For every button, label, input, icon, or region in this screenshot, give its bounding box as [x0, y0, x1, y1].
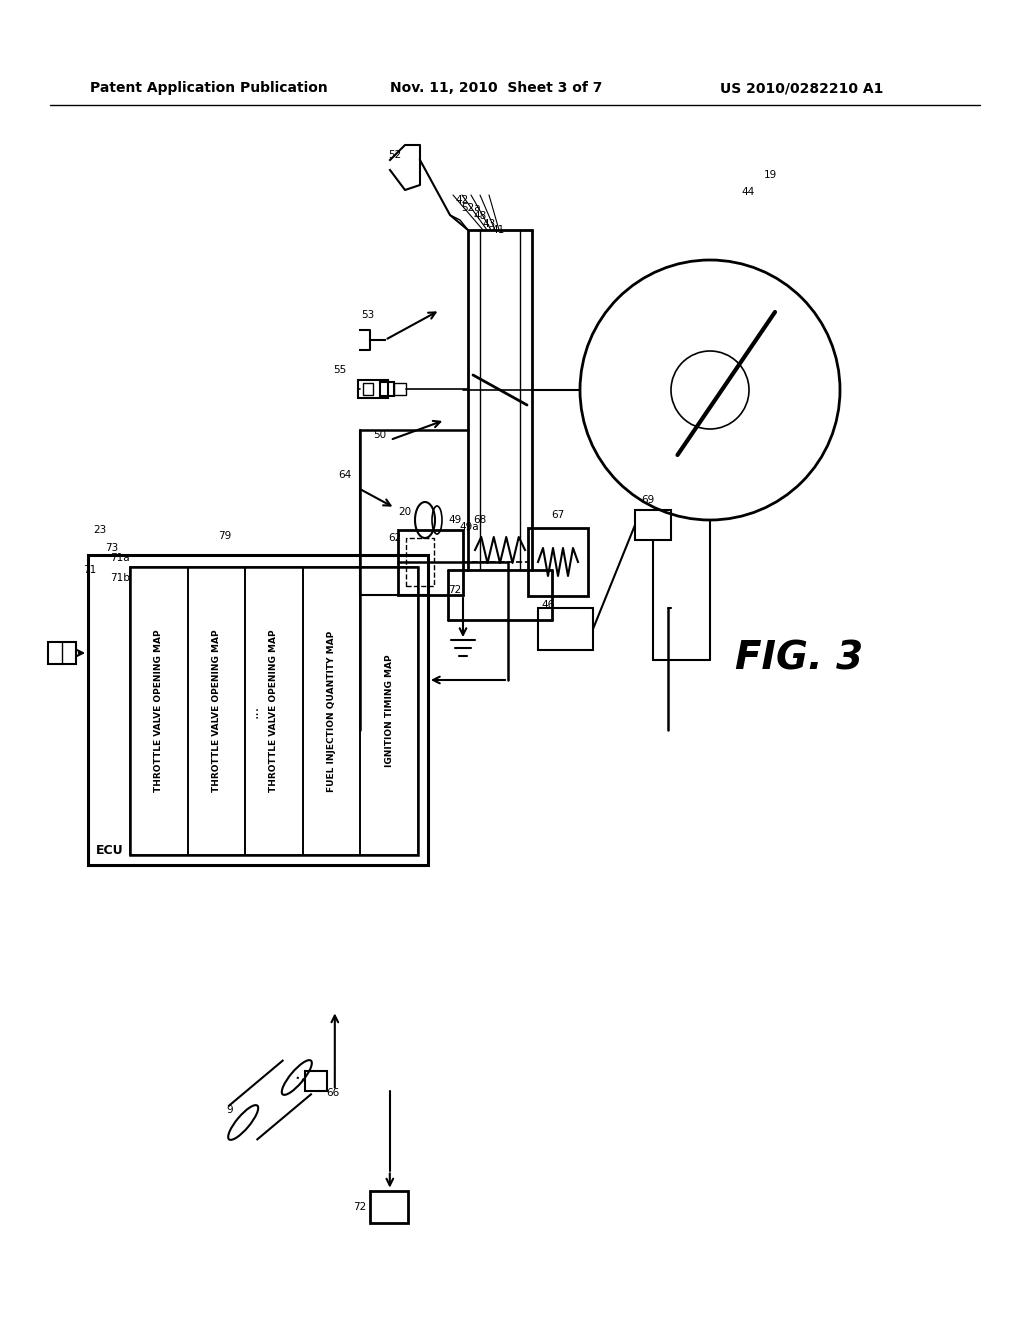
Text: 67: 67: [551, 510, 564, 520]
Bar: [362, 383, 373, 395]
Text: 71b: 71b: [110, 573, 130, 583]
Bar: [358, 380, 388, 399]
Bar: [245, 568, 303, 855]
Text: FUEL INJECTION QUANTITY MAP: FUEL INJECTION QUANTITY MAP: [327, 631, 336, 792]
Text: 19: 19: [763, 170, 776, 180]
Bar: [538, 609, 593, 649]
Text: 20: 20: [398, 507, 412, 517]
Text: Patent Application Publication: Patent Application Publication: [90, 81, 328, 95]
Text: 49: 49: [449, 515, 462, 525]
Bar: [303, 568, 360, 855]
Bar: [88, 554, 428, 865]
Text: 42: 42: [456, 195, 469, 205]
Text: 50: 50: [374, 430, 387, 440]
Bar: [398, 531, 463, 595]
Bar: [305, 1071, 327, 1090]
Text: 79: 79: [218, 531, 231, 541]
Text: FIG. 3: FIG. 3: [735, 639, 863, 677]
Text: 46: 46: [542, 601, 555, 610]
Bar: [360, 568, 418, 855]
Text: Nov. 11, 2010  Sheet 3 of 7: Nov. 11, 2010 Sheet 3 of 7: [390, 81, 602, 95]
Text: 55: 55: [334, 366, 347, 375]
Text: 52: 52: [388, 150, 401, 160]
Text: 69: 69: [641, 495, 654, 506]
Text: 53: 53: [361, 310, 375, 319]
Text: 72: 72: [449, 585, 462, 595]
Bar: [394, 383, 406, 395]
Text: 49a: 49a: [459, 521, 479, 532]
Text: IGNITION TIMING MAP: IGNITION TIMING MAP: [385, 655, 393, 767]
Text: 62: 62: [388, 533, 401, 543]
Text: 44: 44: [741, 187, 755, 197]
Text: THROTTLE VALVE OPENING MAP: THROTTLE VALVE OPENING MAP: [269, 630, 279, 792]
Text: ...: ...: [247, 705, 261, 718]
Text: 52a: 52a: [461, 203, 481, 213]
Bar: [528, 528, 588, 597]
Bar: [468, 230, 532, 570]
Text: 71: 71: [83, 565, 96, 576]
Text: 23: 23: [93, 525, 106, 535]
Text: 48: 48: [473, 211, 486, 220]
Bar: [380, 381, 394, 396]
Text: 64: 64: [338, 470, 351, 480]
Text: 43: 43: [482, 219, 496, 228]
Text: 41: 41: [492, 224, 505, 235]
Bar: [370, 1191, 408, 1222]
Bar: [48, 642, 76, 664]
Text: 68: 68: [473, 515, 486, 525]
Bar: [130, 568, 418, 855]
Bar: [187, 568, 245, 855]
Bar: [635, 510, 671, 540]
Bar: [406, 539, 434, 586]
Text: THROTTLE VALVE OPENING MAP: THROTTLE VALVE OPENING MAP: [212, 630, 221, 792]
Bar: [130, 568, 187, 855]
Text: 9: 9: [226, 1105, 233, 1115]
Text: ECU: ECU: [96, 843, 124, 857]
Text: THROTTLE VALVE OPENING MAP: THROTTLE VALVE OPENING MAP: [155, 630, 163, 792]
Text: 72: 72: [353, 1201, 367, 1212]
Text: 73: 73: [105, 543, 119, 553]
Text: US 2010/0282210 A1: US 2010/0282210 A1: [720, 81, 884, 95]
Text: 71a: 71a: [111, 553, 130, 564]
Text: 66: 66: [327, 1088, 339, 1097]
